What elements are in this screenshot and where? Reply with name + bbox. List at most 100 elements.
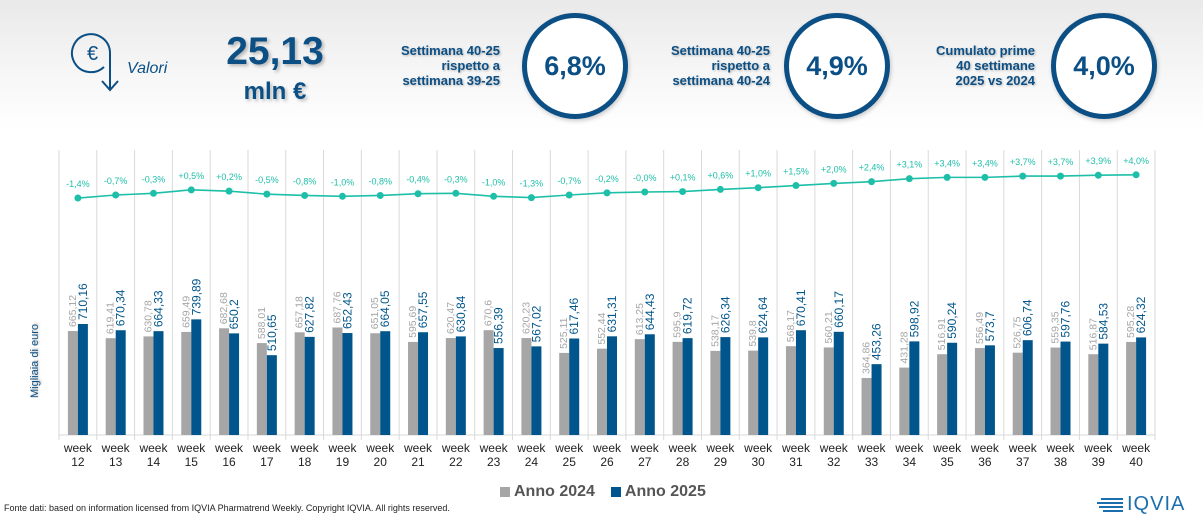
- cumulative-point: [1019, 172, 1027, 180]
- x-tick-label: week: [176, 441, 206, 455]
- legend-label: Anno 2024: [514, 483, 595, 500]
- bar-2024: [219, 328, 230, 435]
- x-tick-label: 14: [147, 455, 161, 469]
- x-tick-label: week: [365, 441, 395, 455]
- legend-swatch-2024: [500, 487, 510, 497]
- bar-label-2024: 431,28: [898, 331, 910, 363]
- stat-circle-yoy: 4,9%: [784, 13, 890, 119]
- cumulative-label: +1,5%: [783, 167, 809, 177]
- bar-label-2025: 626,34: [718, 296, 732, 333]
- bar-2025: [909, 341, 920, 435]
- logo-text: IQVIA: [1127, 493, 1186, 515]
- bar-2024: [1088, 354, 1099, 435]
- cumulative-label: +3,7%: [1048, 157, 1074, 167]
- stat-label-line: Settimana 40-25: [401, 43, 500, 58]
- x-tick-label: 35: [940, 455, 954, 469]
- bar-2025: [795, 330, 806, 435]
- bar-2024: [672, 341, 683, 435]
- cumulative-point: [565, 191, 573, 199]
- x-tick-label: 24: [525, 455, 539, 469]
- bar-label-2025: 567,02: [529, 305, 543, 342]
- bar-label-2025: 556,39: [492, 307, 506, 344]
- cumulative-point: [905, 175, 913, 183]
- bar-2024: [1050, 347, 1061, 435]
- cumulative-label: -0,7%: [557, 176, 581, 186]
- bar-label-2024: 588,01: [256, 307, 268, 339]
- bar-2025: [493, 348, 504, 435]
- bar-2025: [191, 319, 202, 435]
- x-tick-label: 22: [449, 455, 463, 469]
- x-tick-label: 15: [185, 455, 199, 469]
- bar-2025: [455, 336, 466, 435]
- cumulative-point: [301, 191, 309, 199]
- x-tick-label: 36: [978, 455, 992, 469]
- x-tick-label: week: [1008, 441, 1038, 455]
- stat-label-line: settimana 39-25: [402, 73, 500, 88]
- bar-2025: [720, 337, 731, 435]
- bar-label-2024: 620,47: [445, 302, 457, 334]
- x-tick-label: 23: [487, 455, 501, 469]
- cumulative-point: [603, 189, 611, 197]
- bar-2024: [710, 350, 721, 435]
- bar-label-2024: 595,9: [672, 311, 684, 337]
- cumulative-label: +0,1%: [670, 173, 696, 183]
- cumulative-label: -0,5%: [255, 175, 279, 185]
- x-tick-label: week: [101, 441, 131, 455]
- bar-2024: [748, 350, 759, 435]
- x-tick-label: 28: [676, 455, 690, 469]
- cumulative-label: -1,0%: [482, 177, 506, 187]
- bar-2025: [682, 338, 693, 435]
- bar-2024: [861, 377, 872, 435]
- x-tick-label: 32: [827, 455, 841, 469]
- bar-label-2025: 710,16: [76, 283, 90, 320]
- bar-2025: [833, 331, 844, 435]
- stat-circle-weekly: 6,8%: [522, 13, 628, 119]
- x-tick-label: week: [516, 441, 546, 455]
- cumulative-point: [1132, 171, 1140, 179]
- bar-label-2025: 624,32: [1134, 296, 1148, 333]
- x-tick-label: week: [252, 441, 282, 455]
- bar-label-2024: 630,78: [142, 300, 154, 332]
- bar-label-2025: 624,64: [756, 296, 770, 333]
- metric-label: Valori: [127, 60, 168, 77]
- cumulative-point: [149, 189, 157, 197]
- bar-label-2024: 651,05: [369, 297, 381, 329]
- cumulative-label: +0,2%: [216, 172, 242, 182]
- cumulative-point: [641, 188, 649, 196]
- legend-label: Anno 2025: [624, 483, 706, 500]
- x-tick-label: week: [1046, 441, 1076, 455]
- kpi-unit: mln €: [243, 78, 307, 105]
- bar-label-2025: 627,82: [303, 296, 317, 333]
- iqvia-logo: IQVIA: [1097, 493, 1185, 516]
- bar-label-2024: 595,69: [407, 306, 419, 338]
- cumulative-label: -0,3%: [142, 174, 166, 184]
- bar-label-2024: 539,8: [747, 320, 759, 346]
- x-tick-label: 27: [638, 455, 652, 469]
- x-tick-label: 30: [751, 455, 765, 469]
- x-tick-label: week: [857, 441, 887, 455]
- bar-2025: [758, 337, 769, 435]
- cumulative-point: [376, 191, 384, 199]
- bar-2024: [785, 346, 796, 435]
- bar-2024: [899, 367, 910, 435]
- bar-2024: [521, 338, 532, 435]
- bar-2024: [597, 348, 607, 435]
- bar-label-2024: 560,21: [823, 311, 835, 343]
- cumulative-point: [527, 194, 535, 202]
- bar-label-2025: 598,92: [907, 300, 921, 337]
- bar-label-2025: 619,72: [681, 297, 695, 334]
- x-tick-label: 29: [714, 455, 728, 469]
- x-tick-label: 31: [789, 455, 803, 469]
- x-tick-label: week: [1121, 441, 1151, 455]
- x-tick-label: 40: [1129, 455, 1143, 469]
- bar-label-2024: 659,49: [180, 296, 192, 328]
- bar-2025: [418, 332, 429, 435]
- x-tick-label: 38: [1054, 455, 1068, 469]
- bar-2025: [871, 364, 882, 435]
- cumulative-label: +2,4%: [859, 163, 885, 173]
- cumulative-point: [263, 190, 271, 198]
- cumulative-point: [1094, 171, 1102, 179]
- x-tick-label: week: [403, 441, 433, 455]
- x-tick-label: week: [441, 441, 471, 455]
- legend-item-2024: Anno 2024: [500, 483, 595, 501]
